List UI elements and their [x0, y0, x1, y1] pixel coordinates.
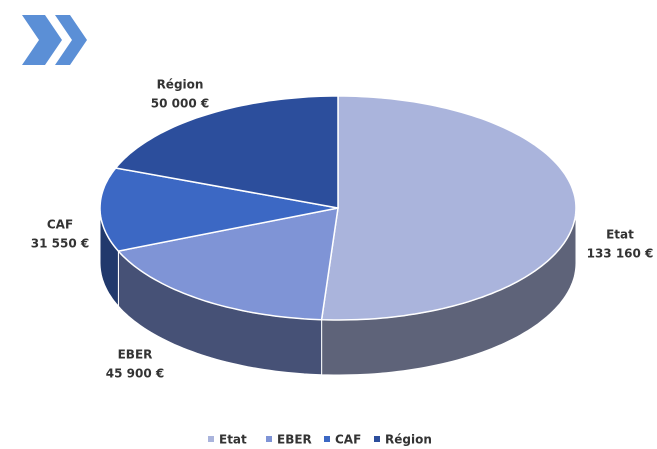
slice-value-label: 31 550 €	[31, 237, 89, 251]
slice	[99, 167, 339, 252]
slice	[114, 95, 339, 209]
chevron	[22, 15, 62, 65]
chevron	[55, 15, 87, 65]
slice-label: EBER	[118, 348, 153, 362]
legend-label: EBER	[277, 433, 312, 447]
chevrons	[22, 15, 87, 65]
legend-label: CAF	[335, 433, 361, 447]
slice-label: CAF	[47, 218, 73, 232]
legend-swatch	[324, 436, 330, 442]
slice-label: Etat	[606, 228, 634, 242]
legend-label: Région	[385, 433, 432, 447]
slice	[320, 95, 577, 321]
slice	[116, 207, 339, 321]
legend-swatch	[208, 436, 214, 442]
slice-label: Région	[157, 78, 204, 92]
legend-swatch	[374, 436, 380, 442]
slice-value-label: 50 000 €	[151, 97, 209, 111]
legend-label: Etat	[219, 433, 247, 447]
slice-value-label: 45 900 €	[106, 367, 164, 381]
slice-value-label: 133 160 €	[587, 247, 654, 261]
legend-swatch	[266, 436, 272, 442]
